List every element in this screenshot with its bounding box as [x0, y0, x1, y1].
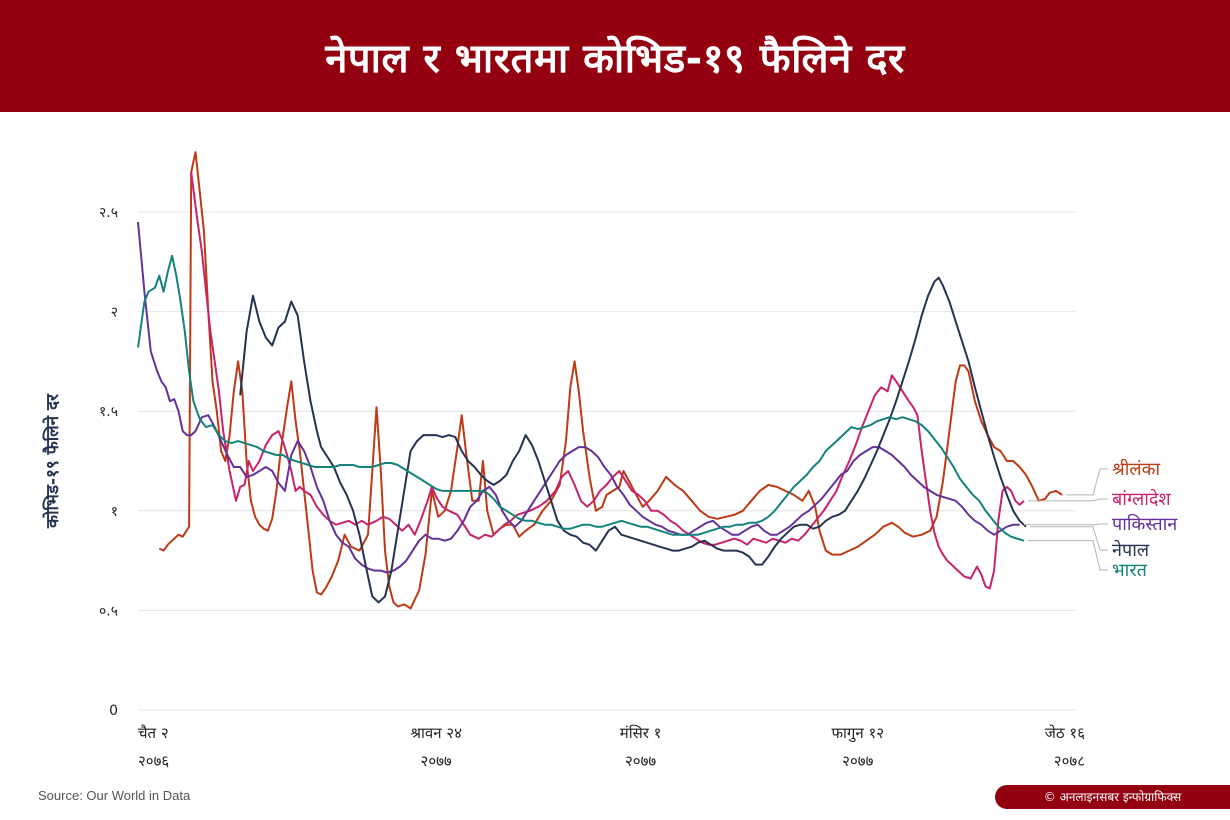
series-line [158, 151, 1063, 610]
title-banner: नेपाल र भारतमा कोभिड-१९ फैलिने दर [0, 0, 1230, 112]
source-note: Source: Our World in Data [38, 788, 191, 803]
legend-leader-line [1027, 498, 1108, 502]
legend-leader-line [1023, 523, 1108, 526]
page-title: नेपाल र भारतमा कोभिड-१९ फैलिने दर [325, 35, 905, 82]
series-line [137, 221, 1020, 574]
legend-label: नेपाल [1112, 539, 1150, 561]
x-tick-label: श्रावन २४ [410, 724, 462, 742]
legend-leader-line [1027, 540, 1108, 571]
legend-label: भारत [1112, 560, 1148, 581]
x-tick-label: चैत २ [138, 724, 169, 742]
y-axis-label: कोभिड-१९ फैलिने दर [42, 393, 63, 529]
series-line [239, 276, 1027, 604]
x-tick-label: मंसिर १ [620, 724, 662, 742]
line-chart: 0 ०.५ १ १.५ २ २.५ कोभिड-१९ फैलिने दर चैत २ २०७६ श… [42, 151, 1178, 770]
series-line [190, 172, 1025, 590]
legend-leader-line [1066, 468, 1108, 496]
y-tick-label: २.५ [99, 205, 118, 221]
y-tick-label: १ [111, 504, 118, 520]
y-tick-label: ०.५ [99, 603, 118, 619]
credit-badge: © अनलाइनसबर इन्फोग्राफिक्स [995, 785, 1230, 809]
legend-label: बांग्लादेश [1112, 488, 1171, 510]
x-tick-label: फागुन १२ [831, 724, 884, 743]
x-tick-year: २०७८ [1054, 752, 1085, 770]
series-line [137, 254, 1025, 542]
x-tick-year: २०७६ [138, 752, 169, 770]
legend-label: पाकिस्तान [1112, 513, 1178, 535]
legend-leader-line [1030, 526, 1108, 551]
x-tick-year: २०७७ [625, 752, 656, 770]
x-tick-label: जेठ १६ [1045, 724, 1085, 742]
x-tick-year: २०७७ [842, 752, 873, 770]
y-tick-label: 0 [109, 703, 118, 719]
legend-label: श्रीलंका [1112, 458, 1160, 480]
y-tick-label: १.५ [99, 404, 118, 420]
x-tick-year: २०७७ [421, 752, 452, 770]
y-tick-label: २ [111, 305, 118, 321]
